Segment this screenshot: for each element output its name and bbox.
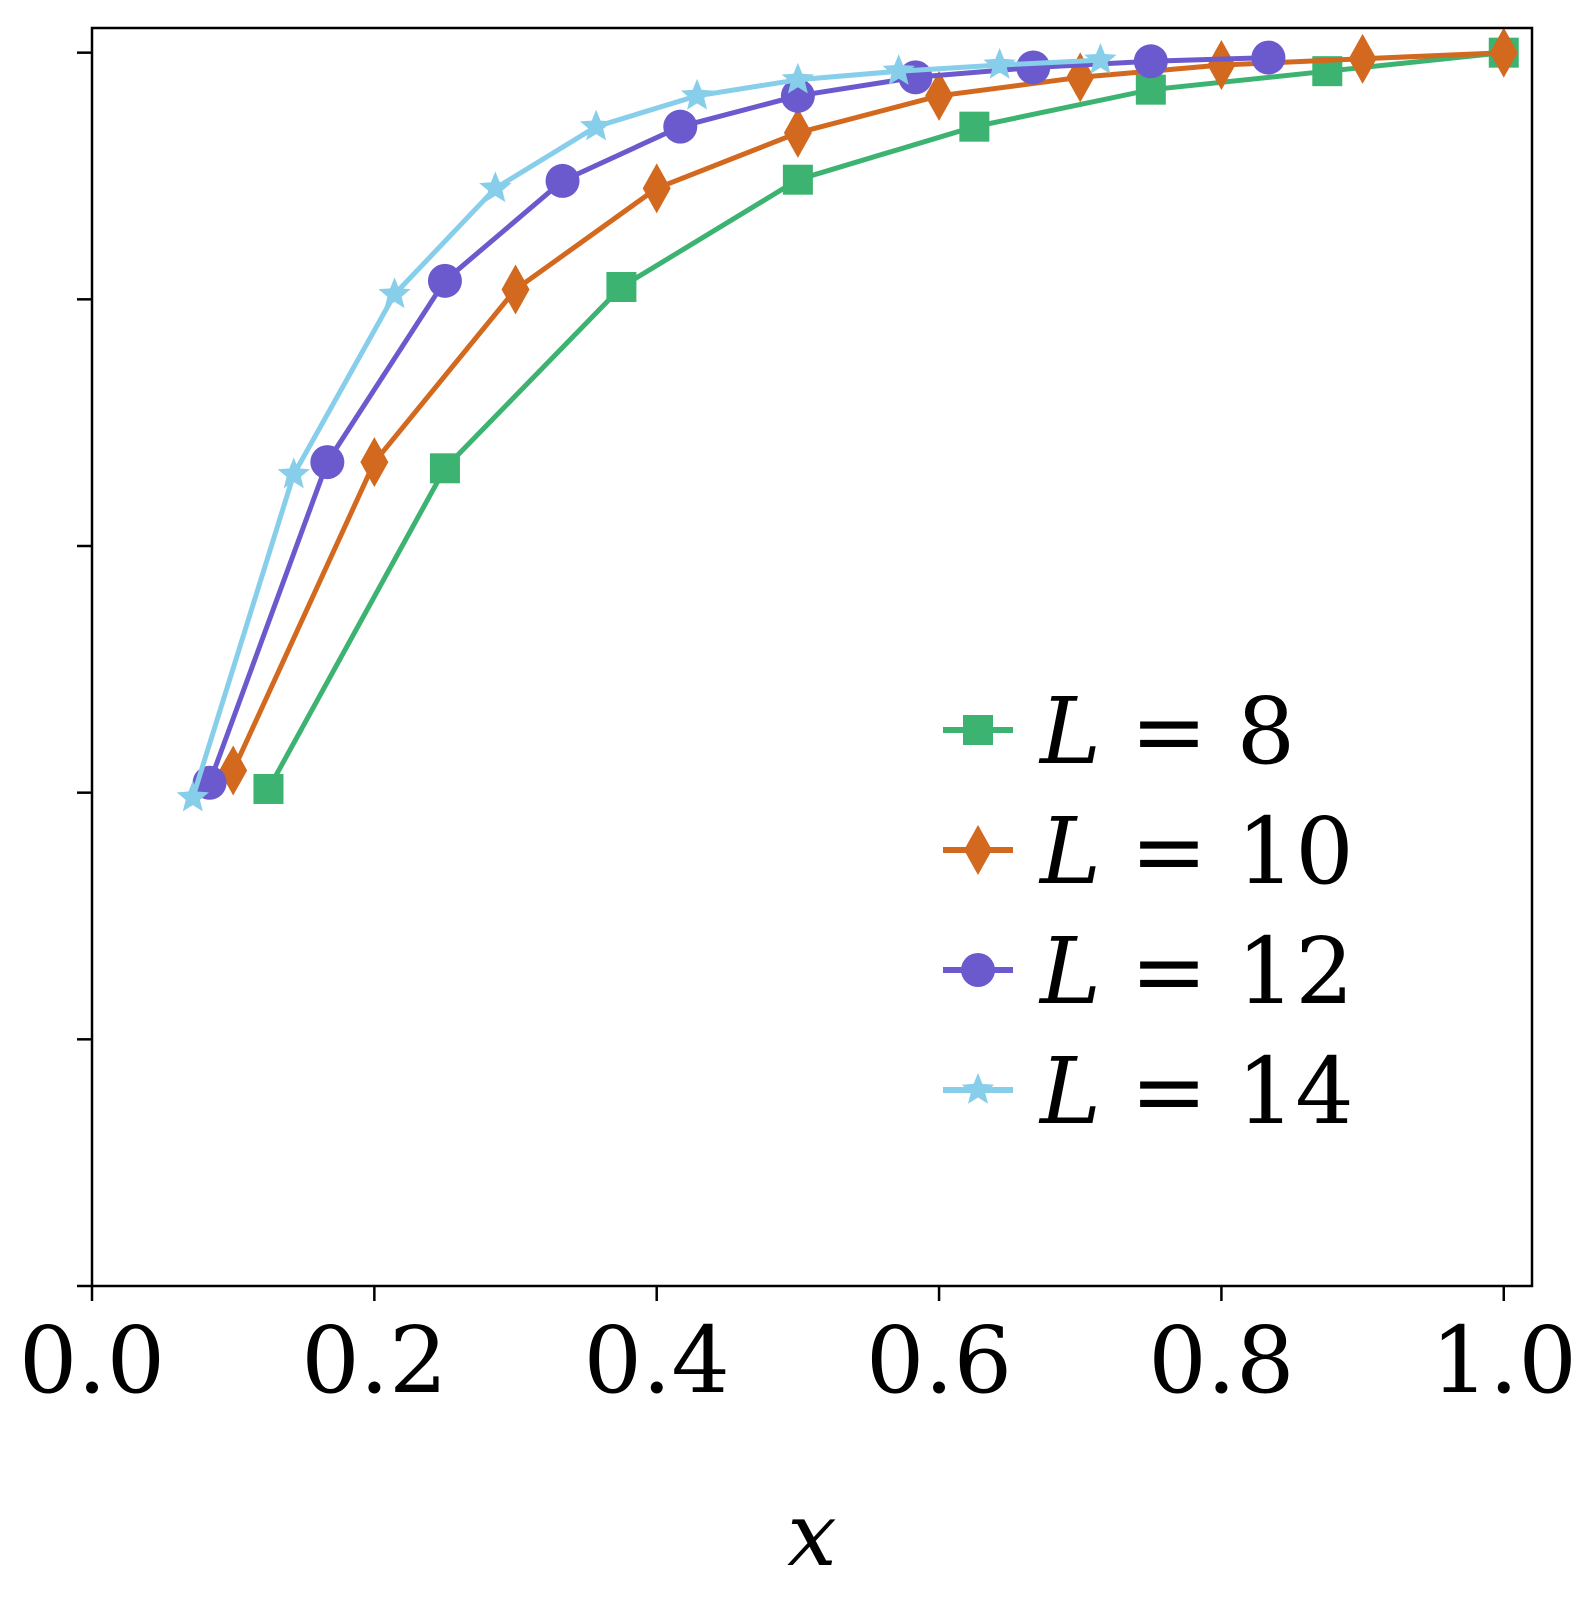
data-point bbox=[680, 78, 714, 110]
legend-marker bbox=[961, 953, 995, 987]
x-tick-label: 0.4 bbox=[584, 1307, 730, 1414]
data-point bbox=[1016, 50, 1051, 85]
series-1 bbox=[253, 37, 1519, 804]
data-point bbox=[606, 272, 637, 302]
data-point bbox=[1133, 44, 1168, 79]
data-point bbox=[1135, 74, 1166, 105]
legend-item: L = 12 bbox=[943, 918, 1354, 1025]
legend-label-value: = 10 bbox=[1101, 798, 1354, 905]
series-line bbox=[190, 57, 1101, 799]
data-point bbox=[983, 48, 1016, 79]
legend: L = 8L = 10L = 12L = 14 bbox=[943, 678, 1354, 1145]
data-point bbox=[253, 773, 284, 804]
series-line bbox=[230, 50, 1504, 772]
data-point bbox=[782, 164, 813, 195]
data-point bbox=[310, 445, 345, 480]
data-point bbox=[545, 163, 580, 198]
data-point bbox=[360, 437, 389, 488]
data-point bbox=[781, 62, 815, 94]
x-tick-label: 0.0 bbox=[19, 1307, 165, 1414]
series-4 bbox=[176, 43, 1117, 812]
y-axis-ticks bbox=[77, 51, 92, 1288]
data-point bbox=[882, 54, 915, 85]
data-point bbox=[925, 70, 954, 121]
data-point bbox=[1348, 33, 1377, 84]
legend-label-variable: L bbox=[1038, 678, 1101, 785]
x-tick-label: 1.0 bbox=[1431, 1307, 1577, 1414]
data-point bbox=[642, 163, 671, 214]
legend-label-value: = 12 bbox=[1101, 918, 1354, 1025]
x-tick-label: 0.2 bbox=[301, 1307, 447, 1414]
series-3 bbox=[192, 40, 1286, 800]
data-point bbox=[429, 453, 460, 484]
legend-marker bbox=[964, 825, 992, 875]
series-layer bbox=[176, 27, 1519, 812]
legend-item: L = 14 bbox=[943, 1038, 1354, 1145]
legend-label-value: = 8 bbox=[1101, 678, 1295, 785]
x-axis-ticks: 0.0 0.2 0.4 0.6 0.8 1.0 bbox=[19, 1286, 1577, 1414]
data-point bbox=[277, 457, 310, 489]
data-point bbox=[780, 78, 815, 113]
series-line bbox=[207, 55, 1269, 784]
legend-marker bbox=[963, 715, 993, 745]
legend-label-variable: L bbox=[1038, 918, 1101, 1025]
plot-frame bbox=[90, 26, 1534, 1288]
legend-label: L = 12 bbox=[1038, 918, 1354, 1025]
series-line bbox=[266, 50, 1505, 791]
legend-label-variable: L bbox=[1038, 798, 1101, 905]
data-point bbox=[1084, 43, 1117, 74]
data-point bbox=[663, 109, 698, 144]
x-axis-label: x bbox=[787, 1483, 837, 1586]
legend-marker bbox=[961, 1073, 995, 1104]
data-point bbox=[378, 277, 411, 309]
x-tick-label: 0.6 bbox=[866, 1307, 1012, 1414]
series-2 bbox=[219, 27, 1518, 796]
data-point bbox=[1489, 27, 1518, 78]
x-tick-label: 0.8 bbox=[1148, 1307, 1294, 1414]
legend-item: L = 10 bbox=[943, 798, 1354, 905]
data-point bbox=[176, 780, 209, 812]
data-point bbox=[579, 109, 613, 141]
data-point bbox=[1251, 40, 1286, 75]
legend-label-value: = 14 bbox=[1101, 1038, 1354, 1145]
data-point bbox=[959, 111, 990, 142]
data-point bbox=[783, 107, 812, 158]
data-point bbox=[501, 264, 530, 315]
legend-label: L = 8 bbox=[1038, 678, 1295, 785]
legend-item: L = 8 bbox=[943, 678, 1295, 785]
data-point bbox=[1207, 40, 1236, 90]
legend-label: L = 10 bbox=[1038, 798, 1354, 905]
data-point bbox=[479, 171, 512, 203]
legend-label: L = 14 bbox=[1038, 1038, 1354, 1145]
data-point bbox=[427, 263, 462, 298]
legend-label-variable: L bbox=[1038, 1038, 1101, 1145]
